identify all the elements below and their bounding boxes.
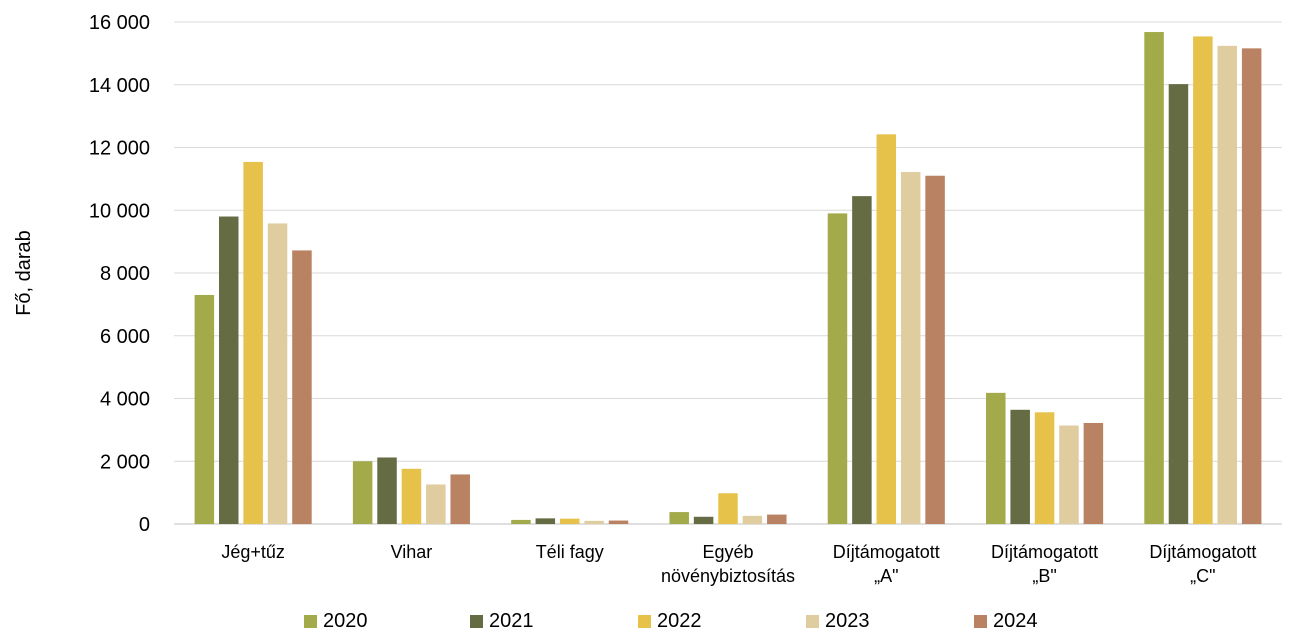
legend-item: 2021	[470, 608, 534, 634]
legend-label: 2023	[825, 610, 870, 632]
gridlines	[174, 21, 1282, 525]
bar	[1034, 412, 1055, 524]
bar	[267, 223, 288, 525]
bar	[900, 171, 921, 524]
x-category-label: Egyéb növénybiztosítás	[661, 542, 795, 586]
bar	[986, 392, 1006, 524]
legend-label: 2021	[489, 610, 534, 632]
y-tick-label: 8 000	[100, 263, 150, 285]
bar	[718, 493, 738, 524]
bar	[1241, 48, 1262, 524]
y-tick-label: 4 000	[100, 389, 150, 411]
bar	[243, 161, 263, 524]
bar	[292, 250, 312, 524]
bar	[584, 520, 604, 524]
x-category-labels: Jég+tűz Vihar Téli fagy Egyéb növénybiztosít…	[221, 542, 1256, 586]
legend-label: 2022	[657, 610, 702, 632]
legend-item: 2024	[974, 608, 1038, 634]
bar	[1059, 425, 1079, 524]
x-category-label: Díjtámogatott „C"	[1149, 542, 1256, 586]
y-tick-label: 12 000	[89, 138, 150, 160]
y-tick-label: 14 000	[89, 75, 150, 97]
bar	[742, 515, 763, 524]
bar	[559, 518, 580, 524]
y-axis-title: Fő, darab	[13, 230, 35, 316]
bar	[925, 175, 945, 525]
bar	[401, 468, 422, 524]
legend-swatch	[974, 614, 987, 628]
x-category-label: Díjtámogatott „A"	[833, 542, 940, 586]
legend-swatch	[806, 614, 819, 628]
bar	[852, 196, 872, 524]
legend-label: 2020	[323, 610, 368, 632]
bar	[1168, 84, 1189, 524]
legend-item: 2022	[638, 608, 702, 634]
bar	[194, 294, 215, 524]
bar-chart: 0 2 000 4 000 6 000 8 000 10 000 12 000 14 000 1…	[13, 12, 1282, 586]
legend-swatch	[304, 614, 317, 628]
legend-item: 2020	[304, 608, 368, 634]
bar	[450, 474, 470, 524]
bar	[218, 216, 239, 524]
y-tick-label: 6 000	[100, 326, 150, 348]
bar	[693, 516, 714, 524]
bar	[511, 519, 531, 524]
x-category-label: Téli fagy	[536, 542, 604, 562]
x-category-label: Vihar	[391, 542, 433, 562]
bar	[1144, 32, 1164, 524]
bar	[426, 484, 446, 524]
legend-swatch	[638, 614, 651, 628]
bar	[876, 134, 897, 524]
bar	[1083, 422, 1104, 524]
y-tick-label: 10 000	[89, 200, 150, 222]
legend-swatch	[470, 614, 483, 628]
legend-label: 2024	[993, 610, 1038, 632]
bar	[352, 461, 373, 524]
y-tick-label: 0	[139, 514, 150, 536]
bar	[767, 514, 787, 524]
bar	[827, 213, 848, 524]
bar	[1217, 45, 1238, 524]
y-tick-label: 2 000	[100, 451, 150, 473]
bar	[1193, 36, 1213, 525]
y-tick-labels: 0 2 000 4 000 6 000 8 000 10 000 12 000 14 000 1…	[89, 12, 150, 536]
bar	[535, 518, 556, 524]
bar-series	[194, 32, 1262, 525]
bar	[669, 512, 689, 524]
bar	[608, 520, 629, 524]
legend: 2020 2021 2022 2023 2024	[0, 608, 1292, 636]
bar	[1010, 409, 1030, 524]
bar	[377, 457, 397, 524]
x-category-label: Jég+tűz	[221, 542, 285, 562]
x-category-label: Díjtámogatott „B"	[991, 542, 1098, 586]
y-tick-label: 16 000	[89, 12, 150, 34]
legend-item: 2023	[806, 608, 870, 634]
